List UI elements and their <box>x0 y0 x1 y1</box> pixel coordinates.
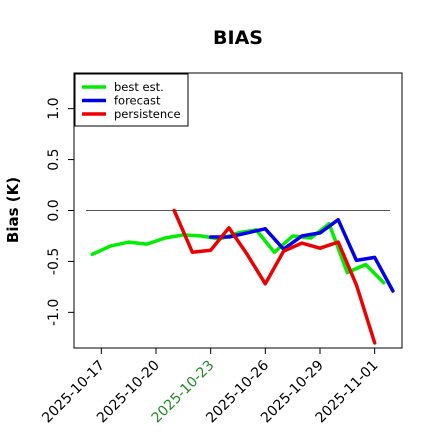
plot-frame <box>73 72 403 349</box>
legend-label: best est. <box>114 80 164 94</box>
y-tick-label: 0.0 <box>46 199 62 221</box>
x-axis: 2025-10-172025-10-202025-10-232025-10-26… <box>39 348 381 426</box>
series-line-best-est <box>90 221 386 285</box>
y-tick-label: -1.0 <box>46 299 62 326</box>
y-tick-label: -0.5 <box>46 248 62 275</box>
series-line-forecast <box>208 217 395 293</box>
y-axis-label: Bias (K) <box>4 177 22 243</box>
legend-label: persistence <box>114 107 181 121</box>
chart-title: BIAS <box>213 27 263 49</box>
y-axis: -1.0 -0.5 0.0 0.5 1.0 <box>46 98 74 326</box>
y-tick-label: 1.0 <box>46 98 62 120</box>
y-tick-label: 0.5 <box>46 148 62 170</box>
legend-label: forecast <box>114 94 161 108</box>
plot-area <box>86 208 395 345</box>
series-line-persistence <box>172 208 377 345</box>
